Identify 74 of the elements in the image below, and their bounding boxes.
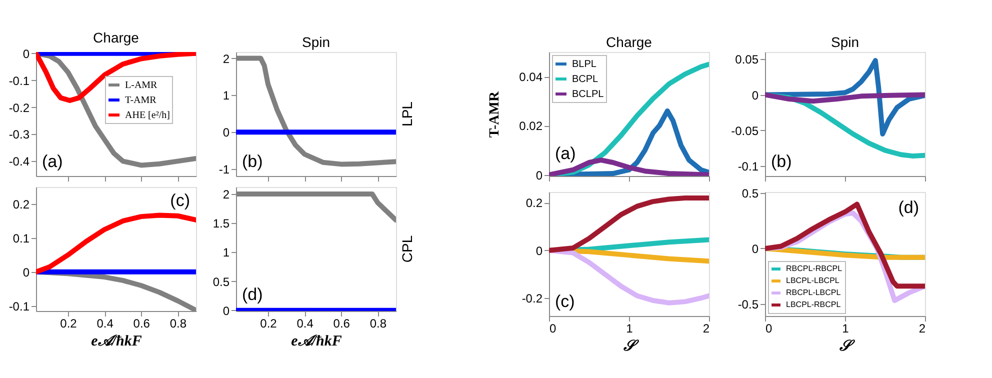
x-tick-label: 2: [702, 322, 710, 336]
y-tick-label: 0.5: [212, 274, 230, 289]
x-tick-label: 0.2: [260, 316, 278, 330]
y-tick-label: -0.1: [738, 160, 759, 174]
chart-title: Spin: [830, 34, 860, 50]
annotation: (c): [555, 292, 575, 311]
x-tick-label: 1: [842, 322, 850, 336]
x-axis-title: 𝒮: [838, 338, 856, 354]
annotation: (d): [242, 285, 263, 304]
y-tick-label: 1: [222, 246, 230, 260]
legend-label: RBCPL-RBCPL: [786, 264, 843, 273]
y-tick-label: 0: [752, 88, 759, 102]
annotation: (d): [898, 198, 919, 217]
y-axis-title: T-AMR: [488, 90, 502, 138]
y-tick-label: 0: [536, 244, 543, 258]
y-tick-label: 1: [222, 88, 230, 103]
x-tick-label: 0.4: [96, 316, 114, 330]
y-tick-label: 0: [222, 304, 230, 318]
x-tick-label: 0.8: [170, 316, 187, 330]
legend-label: LBCPL-RBCPL: [786, 300, 842, 309]
chart-title: Charge: [606, 34, 652, 50]
annotation: (b): [771, 152, 792, 171]
y-tick-label: -0.1: [8, 299, 30, 314]
y-tick-label: 0: [752, 242, 759, 256]
y-tick-label: -0.05: [731, 124, 759, 138]
y-tick-label: -0.4: [8, 154, 30, 169]
x-tick-label: 0.8: [370, 316, 387, 330]
legend-label: LBCPL-LBCPL: [786, 276, 840, 285]
chart-title: Charge: [93, 29, 140, 46]
y-tick-label: 0: [22, 265, 30, 280]
legend-label: AHE [e²/h]: [125, 110, 170, 121]
y-tick-label: -0.2: [8, 100, 30, 115]
legend-label: BLPL: [572, 59, 597, 70]
y-tick-label: 0: [536, 168, 543, 182]
y-tick-label: 1.5: [212, 216, 230, 231]
y-tick-label: 0: [22, 46, 30, 61]
y-tick-label: 2: [222, 52, 230, 66]
x-axis-title: 𝒮: [622, 338, 640, 354]
annotation: (a): [555, 144, 576, 163]
x-tick-label: 0.4: [296, 316, 314, 330]
x-tick-label: 0: [766, 322, 772, 336]
y-tick-label: -0.1: [8, 74, 30, 88]
y-tick-label: 0.1: [12, 231, 30, 246]
chart-title: Spin: [302, 34, 330, 50]
legend-label: RBCPL-LBCPL: [786, 288, 842, 297]
y2-axis-title: LPL: [399, 101, 415, 126]
y-tick-label: 0.2: [526, 196, 543, 210]
x-tick-label: 0.2: [60, 316, 78, 330]
legend-label: BCPL: [572, 74, 599, 85]
y-tick-label: 0.2: [12, 197, 30, 212]
y-tick-label: 0.04: [519, 70, 543, 84]
y-tick-label: 0.5: [742, 186, 759, 201]
x-tick-label: 0.6: [333, 316, 350, 330]
legend-label: T-AMR: [125, 95, 157, 106]
y-tick-label: 0.05: [735, 52, 759, 67]
x-tick-label: 1: [626, 322, 634, 336]
x-axis-title: e𝒜/ħkF: [291, 334, 342, 350]
y-tick-label: -0.2: [522, 292, 543, 306]
legend-label: BCLPL: [572, 89, 604, 100]
x-tick-label: 0: [550, 322, 556, 336]
y-tick-label: 0: [222, 126, 230, 140]
y-tick-label: -1: [218, 162, 230, 176]
x-tick-label: 2: [918, 322, 926, 336]
annotation: (b): [242, 152, 263, 171]
y-tick-label: 0.02: [519, 119, 543, 134]
y-tick-label: -0.3: [8, 128, 30, 142]
y-tick-label: -0.5: [738, 297, 759, 312]
x-axis-title: e𝒜/ħkF: [91, 334, 142, 350]
annotation: (c): [170, 191, 190, 210]
y-tick-label: 2: [222, 187, 230, 202]
x-tick-label: 0.6: [133, 316, 150, 330]
legend-label: L-AMR: [125, 80, 158, 91]
y2-axis-title: CPL: [399, 235, 415, 263]
annotation: (a): [42, 152, 63, 171]
